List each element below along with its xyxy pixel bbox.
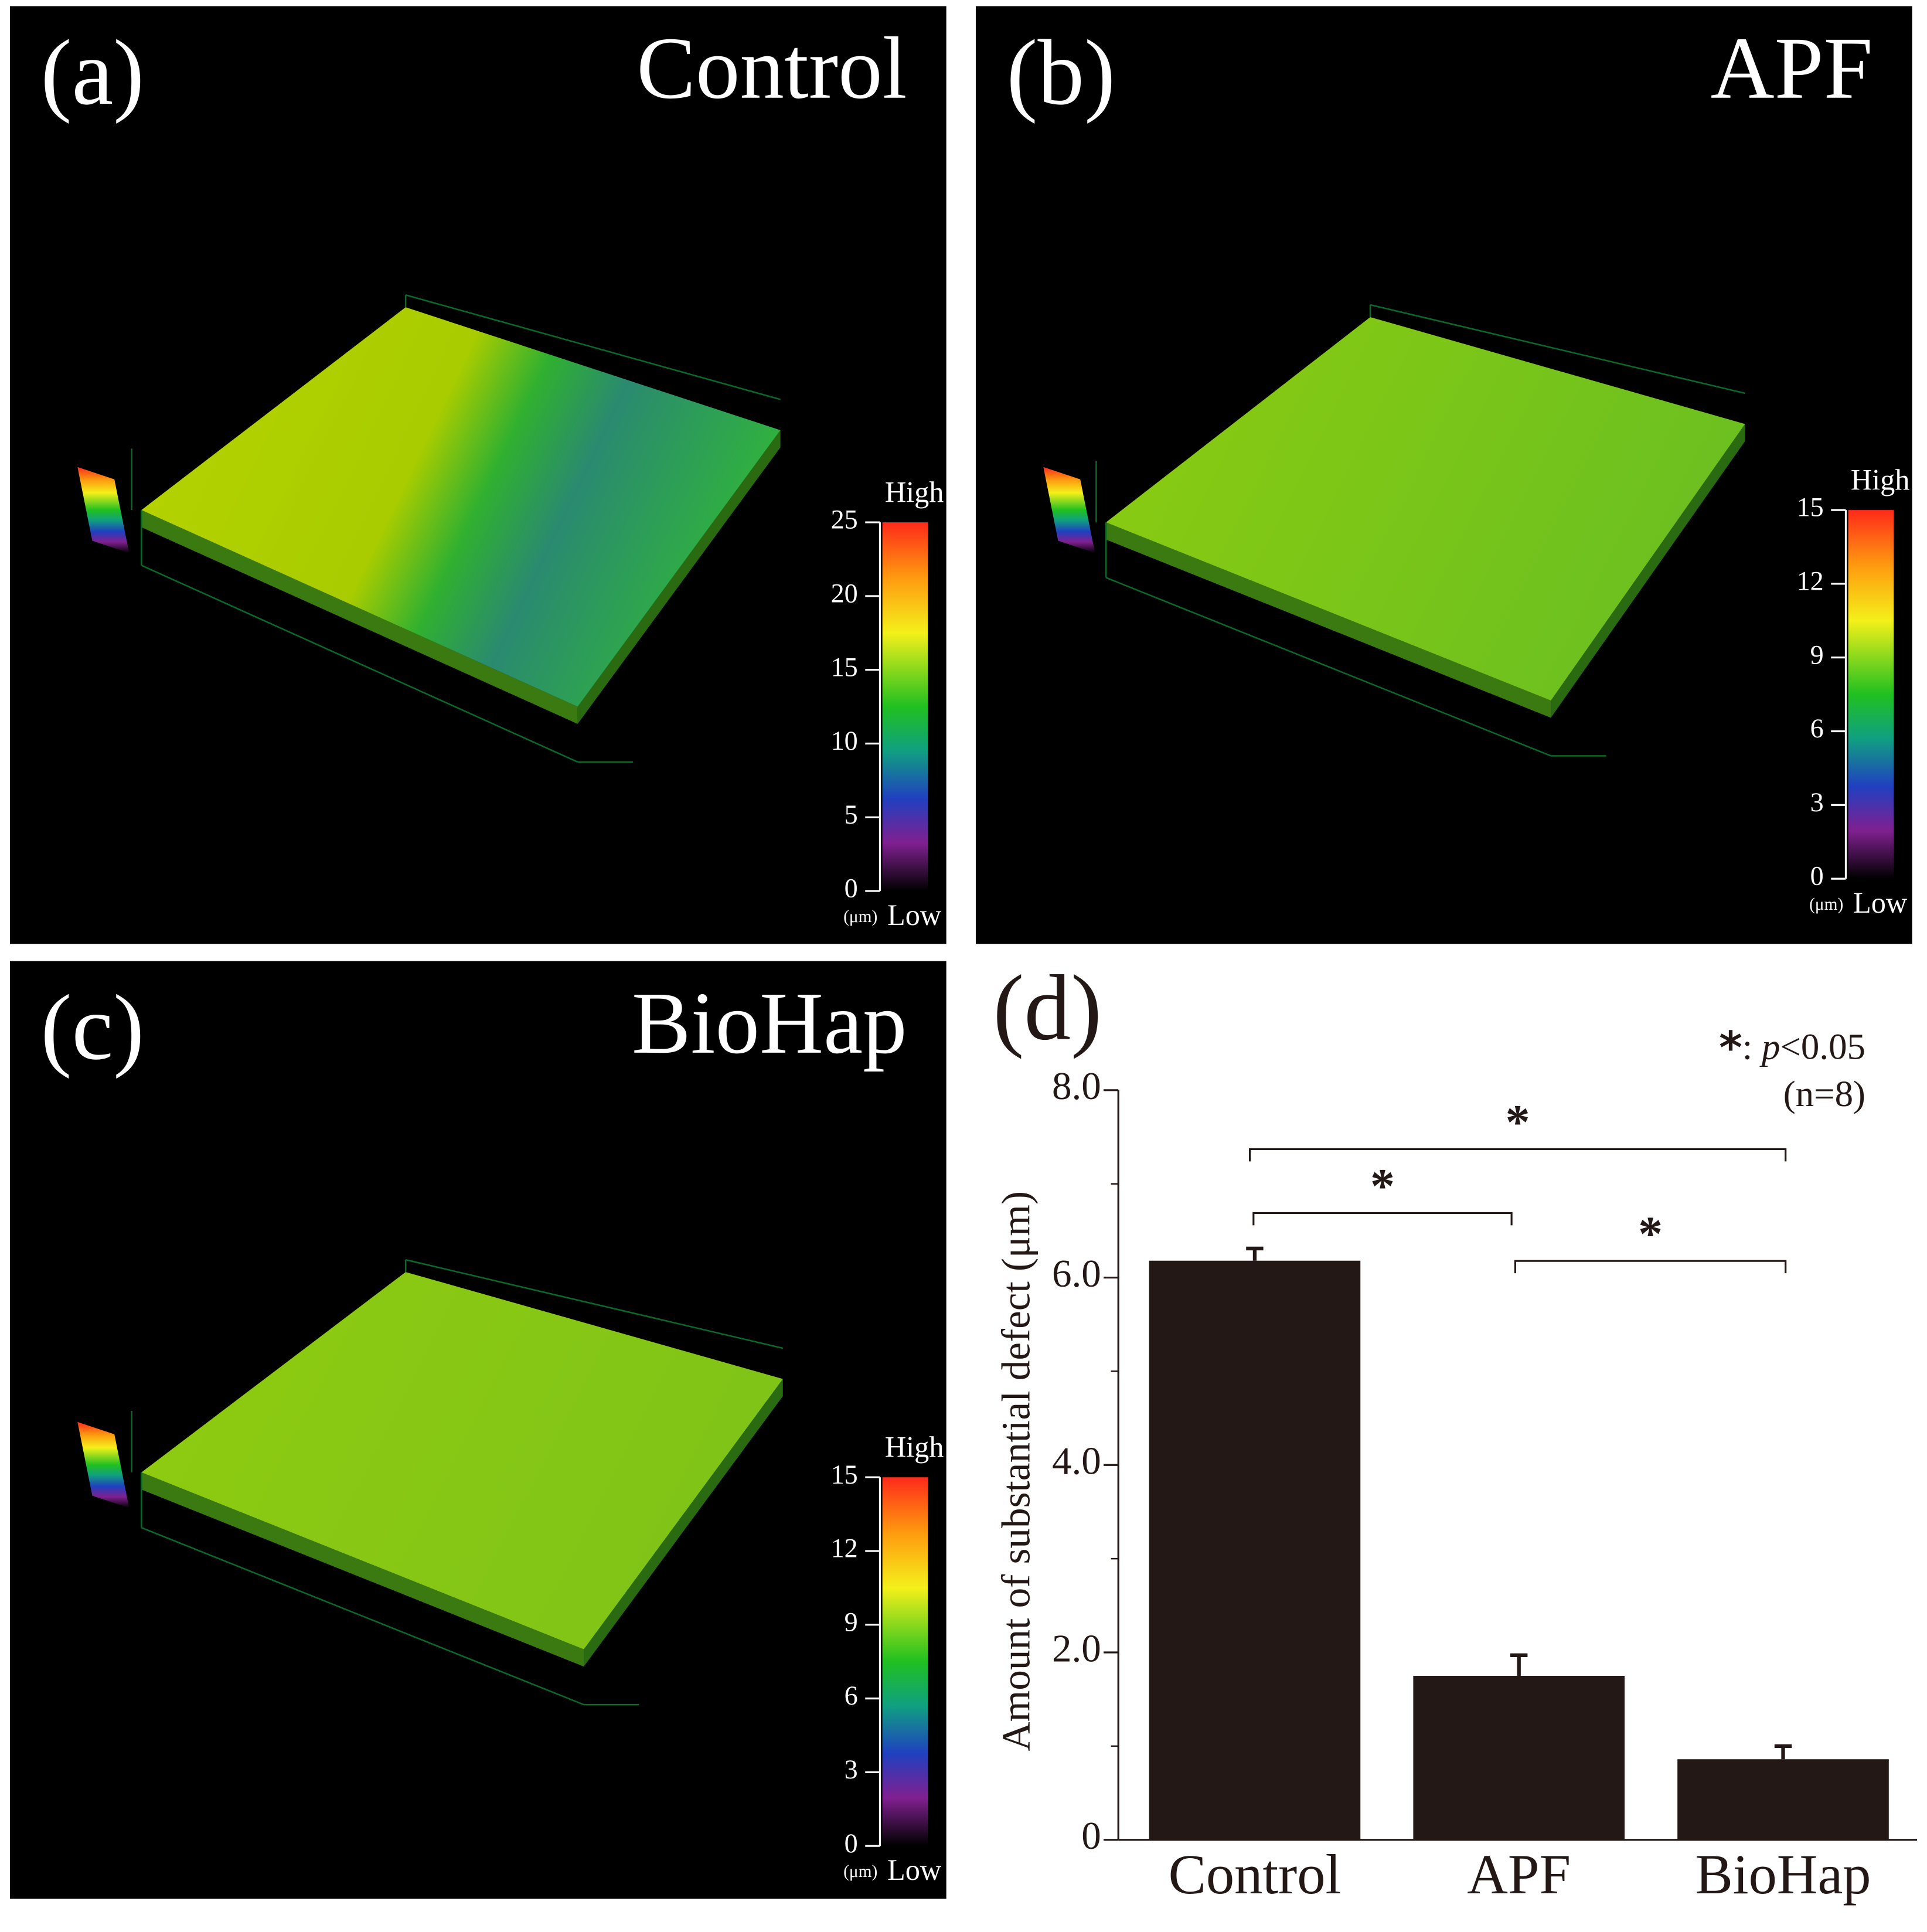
significance-note: *: p<0.05: [1719, 1022, 1865, 1073]
bar: [1149, 1260, 1361, 1840]
surface-side: [584, 1379, 783, 1667]
axis-3d: [1370, 304, 1745, 394]
colorbar: [882, 1477, 928, 1846]
axis-3d: [141, 1527, 584, 1706]
significance-bracket: [1252, 1212, 1513, 1226]
colorbar-tick-label: 15: [831, 1460, 858, 1489]
colorbar-tick-label: 0: [845, 873, 858, 903]
colorbar-unit: (μm): [843, 907, 877, 926]
colorbar-tick-label: 25: [831, 505, 858, 535]
colorbar-high: High: [885, 1431, 944, 1464]
colorbar-unit: (μm): [843, 1862, 877, 1881]
significance-star: *: [1370, 1159, 1395, 1213]
surface-side: [141, 1472, 584, 1667]
surface-side: [1551, 424, 1745, 718]
axis-3d: [1105, 577, 1551, 757]
colorbar-tick-label: 9: [845, 1607, 858, 1637]
surface: [141, 307, 781, 707]
surface-side: [1106, 522, 1551, 718]
colorbar-tick-label: 15: [1797, 492, 1824, 522]
colorbar-low: Low: [1853, 886, 1908, 919]
colorbar-tick-label: 6: [845, 1681, 858, 1710]
colorbar-tick-label: 3: [1810, 787, 1824, 817]
note-part: p: [1759, 1026, 1780, 1067]
panels: (a) Control 0 5 10 15 20 25 High (μm) Low (b) APF 0 3 6…: [9, 6, 1912, 1899]
colorbar-tick-label: 0: [845, 1828, 858, 1858]
colorbar-tick-label: 15: [831, 652, 858, 682]
surface-side: [577, 430, 781, 724]
note-part: <0.05: [1780, 1026, 1865, 1067]
colorbar-low: Low: [887, 1853, 942, 1886]
x-tick-label: APF: [1467, 1843, 1571, 1906]
colorbar-tick-label: 0: [1810, 861, 1824, 891]
y-tick-label: 4.0: [1052, 1439, 1101, 1483]
colorbar-tick-label: 3: [845, 1754, 858, 1784]
axis-3d: [405, 294, 781, 400]
bar: [1413, 1675, 1625, 1840]
panel: (a) Control 0 5 10 15 20 25 High (μm) Low: [9, 6, 947, 944]
significance-bracket: [1514, 1260, 1787, 1274]
colorbar-tick-label: 9: [1810, 640, 1824, 669]
mini-legend: [77, 467, 130, 553]
colorbar-unit: (μm): [1809, 895, 1843, 914]
panel-label: (b): [1006, 21, 1115, 124]
y-tick-label: 8.0: [1052, 1064, 1101, 1108]
panel: (b) APF 0 3 6 9 12 15 High (μm) Low: [975, 6, 1912, 944]
colorbar-low: Low: [887, 899, 942, 931]
colorbar: [1848, 510, 1894, 879]
bar: [1677, 1759, 1889, 1840]
sample-size-note: (n=8): [1783, 1073, 1865, 1114]
note-part: :: [1742, 1026, 1762, 1067]
x-tick-label: BioHap: [1695, 1843, 1871, 1906]
y-axis-label: Amount of substantial defect (μm): [993, 1191, 1038, 1751]
panel-label: (c): [40, 976, 144, 1079]
mini-legend: [77, 1421, 130, 1508]
colorbar-tick-label: 12: [1797, 566, 1824, 596]
panel-title: Control: [636, 19, 907, 117]
x-tick-label: Control: [1169, 1843, 1342, 1906]
significance-bracket: [1248, 1148, 1787, 1162]
colorbar-tick-label: 6: [1810, 713, 1824, 743]
panel-label: (a): [40, 21, 144, 124]
mini-legend: [1043, 467, 1095, 553]
y-tick-label: 0: [1081, 1814, 1101, 1858]
colorbar-tick-label: 12: [831, 1533, 858, 1563]
colorbar: [882, 522, 928, 892]
surface: [1106, 317, 1745, 701]
y-tick-label: 6.0: [1052, 1251, 1101, 1295]
surface: [141, 1272, 783, 1649]
panel-title: BioHap: [632, 974, 907, 1072]
colorbar-high: High: [1851, 464, 1910, 496]
colorbar-high: High: [885, 476, 944, 509]
colorbar-tick-label: 5: [845, 800, 858, 829]
panel-label: (d): [993, 957, 1102, 1060]
axis-3d: [141, 564, 578, 763]
panel-title: APF: [1711, 19, 1873, 117]
y-tick-label: 2.0: [1052, 1626, 1101, 1670]
significance-star: *: [1506, 1095, 1530, 1149]
surface-side: [141, 510, 578, 724]
note-part: *: [1719, 1022, 1742, 1073]
bar-chart: (d) 0 2.0 4.0 6.0 8.0 Amount of substantial de…: [993, 957, 1918, 1906]
panel: (c) BioHap 0 3 6 9 12 15 High (μm) Low: [9, 961, 947, 1899]
axis-3d: [405, 1258, 784, 1349]
colorbar-tick-label: 10: [831, 726, 858, 756]
significance-star: *: [1638, 1207, 1663, 1261]
colorbar-tick-label: 20: [831, 578, 858, 608]
